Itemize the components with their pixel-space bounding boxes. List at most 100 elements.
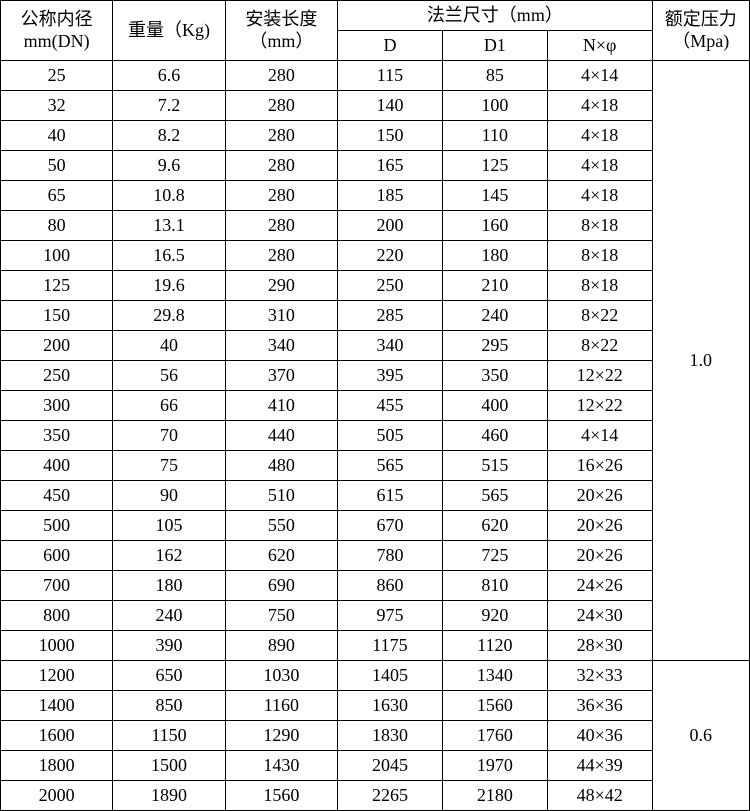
table-row: 50010555067062020×26 xyxy=(1,511,750,541)
cell-dn: 32 xyxy=(1,91,113,121)
cell-d1: 210 xyxy=(442,271,547,301)
cell-dn: 400 xyxy=(1,451,113,481)
cell-nphi: 12×22 xyxy=(547,391,652,421)
cell-wt: 162 xyxy=(113,541,225,571)
cell-nphi: 4×18 xyxy=(547,121,652,151)
cell-len: 890 xyxy=(225,631,337,661)
cell-d1: 350 xyxy=(442,361,547,391)
cell-d: 670 xyxy=(338,511,443,541)
cell-dn: 25 xyxy=(1,61,113,91)
cell-d1: 400 xyxy=(442,391,547,421)
cell-dn: 40 xyxy=(1,121,113,151)
cell-len: 410 xyxy=(225,391,337,421)
cell-len: 310 xyxy=(225,301,337,331)
cell-dn: 800 xyxy=(1,601,113,631)
cell-len: 480 xyxy=(225,451,337,481)
cell-d1: 240 xyxy=(442,301,547,331)
cell-nphi: 20×26 xyxy=(547,511,652,541)
cell-len: 1290 xyxy=(225,721,337,751)
table-row: 200403403402958×22 xyxy=(1,331,750,361)
table-row: 2000189015602265218048×42 xyxy=(1,781,750,811)
cell-d1: 1560 xyxy=(442,691,547,721)
header-weight: 重量（Kg) xyxy=(113,1,225,61)
cell-wt: 66 xyxy=(113,391,225,421)
cell-len: 440 xyxy=(225,421,337,451)
cell-len: 370 xyxy=(225,361,337,391)
cell-d1: 1760 xyxy=(442,721,547,751)
cell-d: 1175 xyxy=(338,631,443,661)
cell-nphi: 40×36 xyxy=(547,721,652,751)
cell-wt: 75 xyxy=(113,451,225,481)
cell-len: 1430 xyxy=(225,751,337,781)
cell-len: 550 xyxy=(225,511,337,541)
cell-nphi: 8×22 xyxy=(547,301,652,331)
table-row: 80024075097592024×30 xyxy=(1,601,750,631)
cell-nphi: 8×18 xyxy=(547,211,652,241)
cell-wt: 105 xyxy=(113,511,225,541)
table-row: 4509051061556520×26 xyxy=(1,481,750,511)
table-row: 10003908901175112028×30 xyxy=(1,631,750,661)
cell-d: 780 xyxy=(338,541,443,571)
table-row: 8013.12802001608×18 xyxy=(1,211,750,241)
cell-d: 1830 xyxy=(338,721,443,751)
cell-len: 690 xyxy=(225,571,337,601)
cell-d: 2265 xyxy=(338,781,443,811)
cell-wt: 6.6 xyxy=(113,61,225,91)
table-row: 350704405054604×14 xyxy=(1,421,750,451)
table-row: 60016262078072520×26 xyxy=(1,541,750,571)
cell-nphi: 36×36 xyxy=(547,691,652,721)
cell-d1: 85 xyxy=(442,61,547,91)
cell-d: 860 xyxy=(338,571,443,601)
table-row: 3006641045540012×22 xyxy=(1,391,750,421)
cell-dn: 700 xyxy=(1,571,113,601)
cell-d1: 1340 xyxy=(442,661,547,691)
cell-nphi: 20×26 xyxy=(547,541,652,571)
cell-d: 615 xyxy=(338,481,443,511)
cell-wt: 1500 xyxy=(113,751,225,781)
cell-d: 140 xyxy=(338,91,443,121)
cell-dn: 500 xyxy=(1,511,113,541)
cell-wt: 70 xyxy=(113,421,225,451)
cell-wt: 13.1 xyxy=(113,211,225,241)
cell-d: 340 xyxy=(338,331,443,361)
cell-len: 510 xyxy=(225,481,337,511)
cell-dn: 65 xyxy=(1,181,113,211)
cell-nphi: 24×26 xyxy=(547,571,652,601)
header-d1: D1 xyxy=(442,31,547,61)
cell-wt: 180 xyxy=(113,571,225,601)
cell-d1: 2180 xyxy=(442,781,547,811)
header-dn: 公称内径 mm(DN) xyxy=(1,1,113,61)
cell-dn: 100 xyxy=(1,241,113,271)
cell-d1: 100 xyxy=(442,91,547,121)
cell-nphi: 44×39 xyxy=(547,751,652,781)
table-header: 公称内径 mm(DN) 重量（Kg) 安装长度 （mm） 法兰尺寸（mm） 额定… xyxy=(1,1,750,61)
cell-wt: 650 xyxy=(113,661,225,691)
cell-d1: 460 xyxy=(442,421,547,451)
table-row: 12519.62902502108×18 xyxy=(1,271,750,301)
cell-len: 620 xyxy=(225,541,337,571)
cell-wt: 8.2 xyxy=(113,121,225,151)
header-flange-group: 法兰尺寸（mm） xyxy=(338,1,653,31)
header-pressure-line2: （Mpa) xyxy=(672,31,729,51)
cell-dn: 600 xyxy=(1,541,113,571)
cell-dn: 350 xyxy=(1,421,113,451)
cell-d: 220 xyxy=(338,241,443,271)
cell-d1: 920 xyxy=(442,601,547,631)
cell-nphi: 4×18 xyxy=(547,151,652,181)
cell-len: 1560 xyxy=(225,781,337,811)
cell-nphi: 4×14 xyxy=(547,61,652,91)
cell-len: 290 xyxy=(225,271,337,301)
table-row: 6510.82801851454×18 xyxy=(1,181,750,211)
cell-nphi: 12×22 xyxy=(547,361,652,391)
header-nphi: N×φ xyxy=(547,31,652,61)
table-row: 10016.52802201808×18 xyxy=(1,241,750,271)
cell-len: 1160 xyxy=(225,691,337,721)
spec-table: 公称内径 mm(DN) 重量（Kg) 安装长度 （mm） 法兰尺寸（mm） 额定… xyxy=(0,0,750,811)
cell-nphi: 20×26 xyxy=(547,481,652,511)
cell-nphi: 24×30 xyxy=(547,601,652,631)
cell-wt: 40 xyxy=(113,331,225,361)
table-row: 509.62801651254×18 xyxy=(1,151,750,181)
cell-pressure: 1.0 xyxy=(652,61,749,661)
cell-d: 975 xyxy=(338,601,443,631)
cell-dn: 450 xyxy=(1,481,113,511)
